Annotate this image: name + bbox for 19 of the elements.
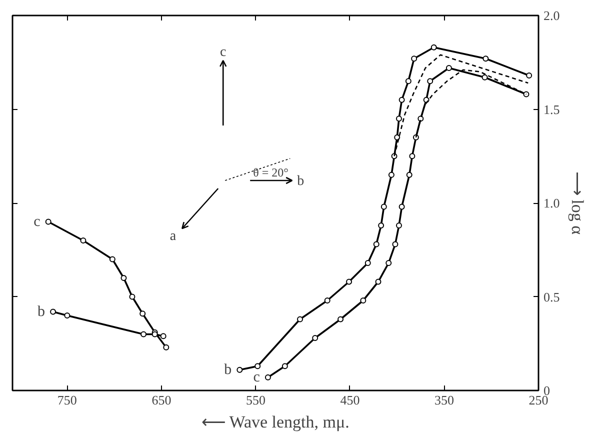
y-tick-label: 2.0 [544,8,560,23]
x-tick-label: 450 [340,392,360,408]
y-axis-title: ⟶ log α [568,171,587,235]
series-label: c [253,369,260,386]
annotation: b [297,174,304,189]
x-tick-label: 650 [152,392,172,408]
annotation: a [170,229,177,244]
x-tick-label: 550 [246,392,266,408]
annotation: c [220,45,226,60]
series-label: c [34,214,41,230]
y-tick-label: 0.5 [544,289,560,304]
x-tick-label: 750 [57,392,77,408]
series-label: b [38,304,46,320]
y-tick-label: 1.5 [544,102,560,117]
y-tick-label: 1.0 [544,196,560,210]
series-label: b [224,362,232,378]
x-tick-label: 350 [434,392,454,408]
x-axis-title: ⟵ Wave length, mμ. [201,412,350,432]
annotation: θ = 20° [253,166,289,180]
